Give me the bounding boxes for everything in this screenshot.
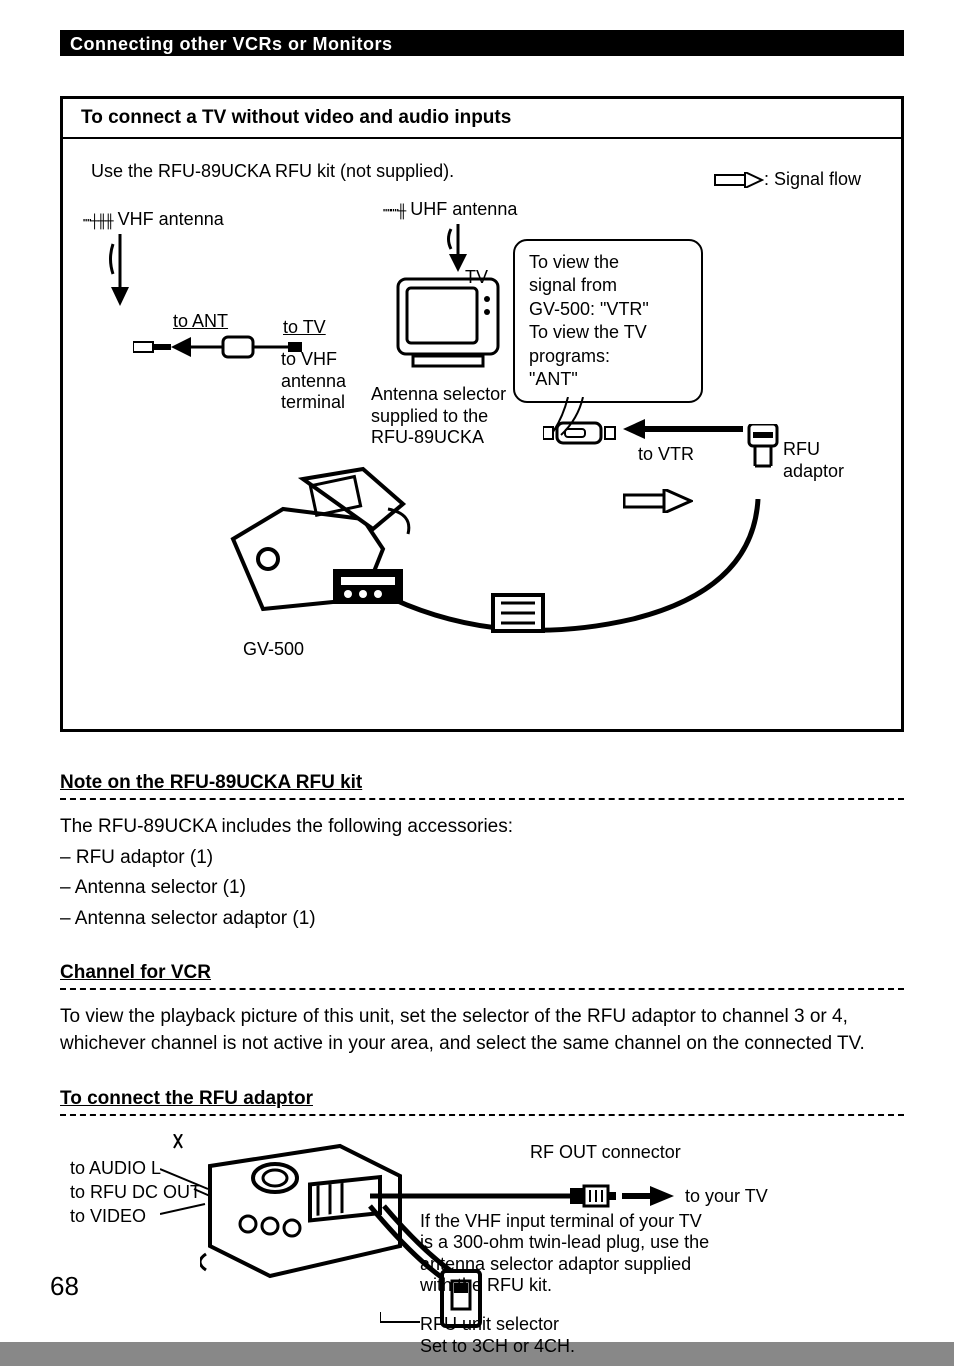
signal-flow-label: : Signal flow <box>764 169 861 189</box>
to-video-label: to VIDEO <box>70 1206 146 1228</box>
note-kit-heading: Note on the RFU-89UCKA RFU kit <box>60 772 362 793</box>
vhf-antenna-text: VHF antenna <box>118 209 224 229</box>
rfu-unit-selector-label: RFU unit selector <box>420 1314 559 1336</box>
uhf-antenna-text: UHF antenna <box>410 199 517 219</box>
vhf-antenna-label: ┉┼╫╫ VHF antenna <box>83 209 224 231</box>
note-kit-body: The RFU-89UCKA includes the following ac… <box>60 814 904 932</box>
tv-label: TV <box>465 267 488 289</box>
channel-vcr-heading: Channel for VCR <box>60 962 211 983</box>
diagram-title: To connect a TV without video and audio … <box>63 99 901 139</box>
diagram-area: Use the RFU-89UCKA RFU kit (not supplied… <box>63 139 901 699</box>
uhf-antenna-icon: ┉┉╫ <box>383 204 405 220</box>
rfu-connect-section: To connect the RFU adaptor to AUDIO L to… <box>60 1088 904 1366</box>
uhf-antenna-label: ┉┉╫ UHF antenna <box>383 199 517 221</box>
note-kit-item-2: – Antenna selector (1) <box>60 875 904 902</box>
gv500-to-rfu-cable-icon <box>383 499 803 659</box>
vhf-antenna-icon: ┉┼╫╫ <box>83 214 113 230</box>
page-number: 68 <box>50 1271 79 1302</box>
rfu-connect-diagram: to AUDIO L to RFU DC OUT to VIDEO <box>60 1126 904 1366</box>
to-vtr-label: to VTR <box>638 444 694 466</box>
tv-icon <box>393 274 503 374</box>
gv500-label: GV-500 <box>243 639 304 661</box>
note-kit-section: Note on the RFU-89UCKA RFU kit The RFU-8… <box>60 772 904 932</box>
vhf-down-arrow-icon <box>105 234 135 314</box>
page-header-strip: Connecting other VCRs or Monitors <box>60 30 904 56</box>
signal-flow-arrow-icon <box>714 172 764 188</box>
channel-vcr-body: To view the playback picture of this uni… <box>60 1004 904 1057</box>
note-kit-item-3: – Antenna selector adaptor (1) <box>60 906 904 933</box>
set-ch-label: Set to 3CH or 4CH. <box>420 1336 575 1358</box>
rf-out-connector-label: RF OUT connector <box>530 1142 681 1164</box>
channel-vcr-section: Channel for VCR To view the playback pic… <box>60 962 904 1057</box>
note-kit-item-1: – RFU adaptor (1) <box>60 845 904 872</box>
rfu-adaptor-label: RFU adaptor <box>783 439 844 482</box>
vhf-input-note: If the VHF input terminal of your TV is … <box>420 1211 709 1297</box>
to-ant-label: to ANT <box>173 311 228 333</box>
to-audio-l-label: to AUDIO L <box>70 1158 161 1180</box>
to-vhf-terminal-label: to VHF antenna terminal <box>281 349 346 414</box>
connection-diagram-box: To connect a TV without video and audio … <box>60 96 904 732</box>
rfu-adaptor-icon <box>743 424 783 494</box>
to-your-tv-label: to your TV <box>685 1186 768 1208</box>
note-kit-intro: The RFU-89UCKA includes the following ac… <box>60 814 904 841</box>
instruction-text: Use the RFU-89UCKA RFU kit (not supplied… <box>91 161 454 183</box>
signal-flow-legend: : Signal flow <box>714 169 861 191</box>
antenna-selector-note: Antenna selector supplied to the RFU-89U… <box>371 384 506 449</box>
vtr-ant-callout: To view the signal from GV-500: "VTR" To… <box>513 239 703 403</box>
rfu-connect-heading: To connect the RFU adaptor <box>60 1088 313 1109</box>
antenna-selector-icon <box>543 419 623 449</box>
rfu-selector-leader-icon <box>380 1312 430 1342</box>
